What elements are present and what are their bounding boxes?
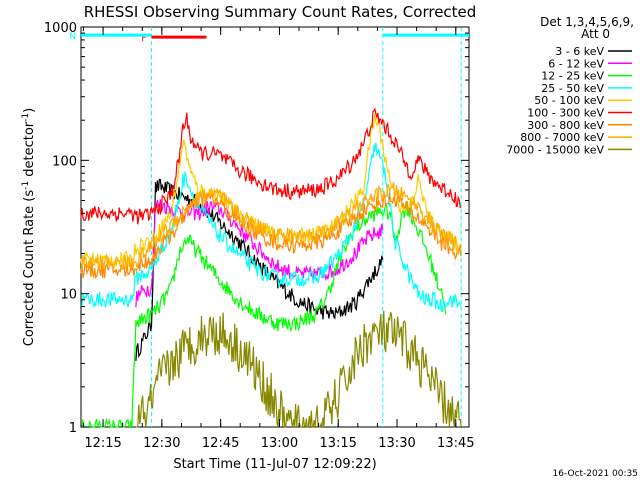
series-line-2 bbox=[81, 200, 447, 429]
series-line-7 bbox=[80, 182, 462, 272]
series-line-5 bbox=[80, 107, 462, 225]
y-tick-label-3: 1000 bbox=[44, 21, 77, 36]
y-axis-label-mid: detector bbox=[22, 121, 37, 181]
x-tick-label-5: 13:30 bbox=[378, 436, 415, 451]
y-axis-label-exp2: -1 bbox=[21, 113, 31, 122]
legend-label-2: 12 - 25 keV bbox=[541, 70, 604, 83]
y-axis-ticks: 1 10 100 1000 bbox=[44, 21, 469, 436]
y-axis-label: Corrected Count Rate (s-1 detector-1) bbox=[21, 108, 37, 346]
legend-label-4: 50 - 100 keV bbox=[534, 94, 604, 107]
legend-label-3: 25 - 50 keV bbox=[541, 82, 604, 95]
series-line-3 bbox=[80, 142, 462, 313]
y-axis-label-end: ) bbox=[22, 108, 37, 113]
legend-label-7: 800 - 7000 keV bbox=[520, 131, 604, 144]
x-axis-label: Start Time (11-Jul-07 12:09:22) bbox=[173, 457, 376, 472]
x-tick-label-2: 12:45 bbox=[202, 436, 239, 451]
y-axis-label-exp1: -1 bbox=[21, 181, 31, 190]
legend-header-line-2: Att 0 bbox=[581, 27, 610, 41]
y-tick-label-0: 1 bbox=[69, 421, 77, 436]
x-axis-ticks: 12:15 12:30 12:45 13:00 13:15 13:30 13:45 bbox=[82, 27, 475, 451]
y-tick-label-1: 10 bbox=[60, 288, 77, 303]
plot-frame bbox=[80, 26, 470, 428]
legend-label-5: 100 - 300 keV bbox=[527, 107, 604, 120]
y-tick-label-2: 100 bbox=[52, 154, 77, 169]
x-tick-label-1: 12:30 bbox=[143, 436, 180, 451]
flag-label-1: N bbox=[69, 32, 76, 42]
x-tick-label-6: 13:45 bbox=[437, 436, 474, 451]
legend-label-1: 6 - 12 keV bbox=[548, 57, 604, 70]
x-tick-label-0: 12:15 bbox=[84, 436, 121, 451]
x-tick-label-4: 13:15 bbox=[319, 436, 356, 451]
flag-bars: FN bbox=[69, 32, 469, 44]
series-lines bbox=[80, 107, 462, 429]
series-line-0 bbox=[135, 178, 384, 361]
legend-label-0: 3 - 6 keV bbox=[555, 45, 604, 58]
chart-title: RHESSI Observing Summary Count Rates, Co… bbox=[84, 3, 477, 21]
legend-label-6: 300 - 800 keV bbox=[527, 119, 604, 132]
y-axis-label-main: Corrected Count Rate (s bbox=[22, 190, 37, 347]
flag-label-0: F bbox=[141, 34, 146, 44]
legend-header-line-1: Det 1,3,4,5,6,9, bbox=[540, 15, 634, 29]
x-tick-label-3: 13:00 bbox=[261, 436, 298, 451]
night-markers bbox=[151, 27, 462, 427]
legend-label-8: 7000 - 15000 keV bbox=[506, 143, 604, 156]
series-line-8 bbox=[135, 310, 462, 429]
series-line-4 bbox=[80, 113, 462, 268]
timestamp: 16-Oct-2021 00:35 bbox=[553, 469, 638, 479]
